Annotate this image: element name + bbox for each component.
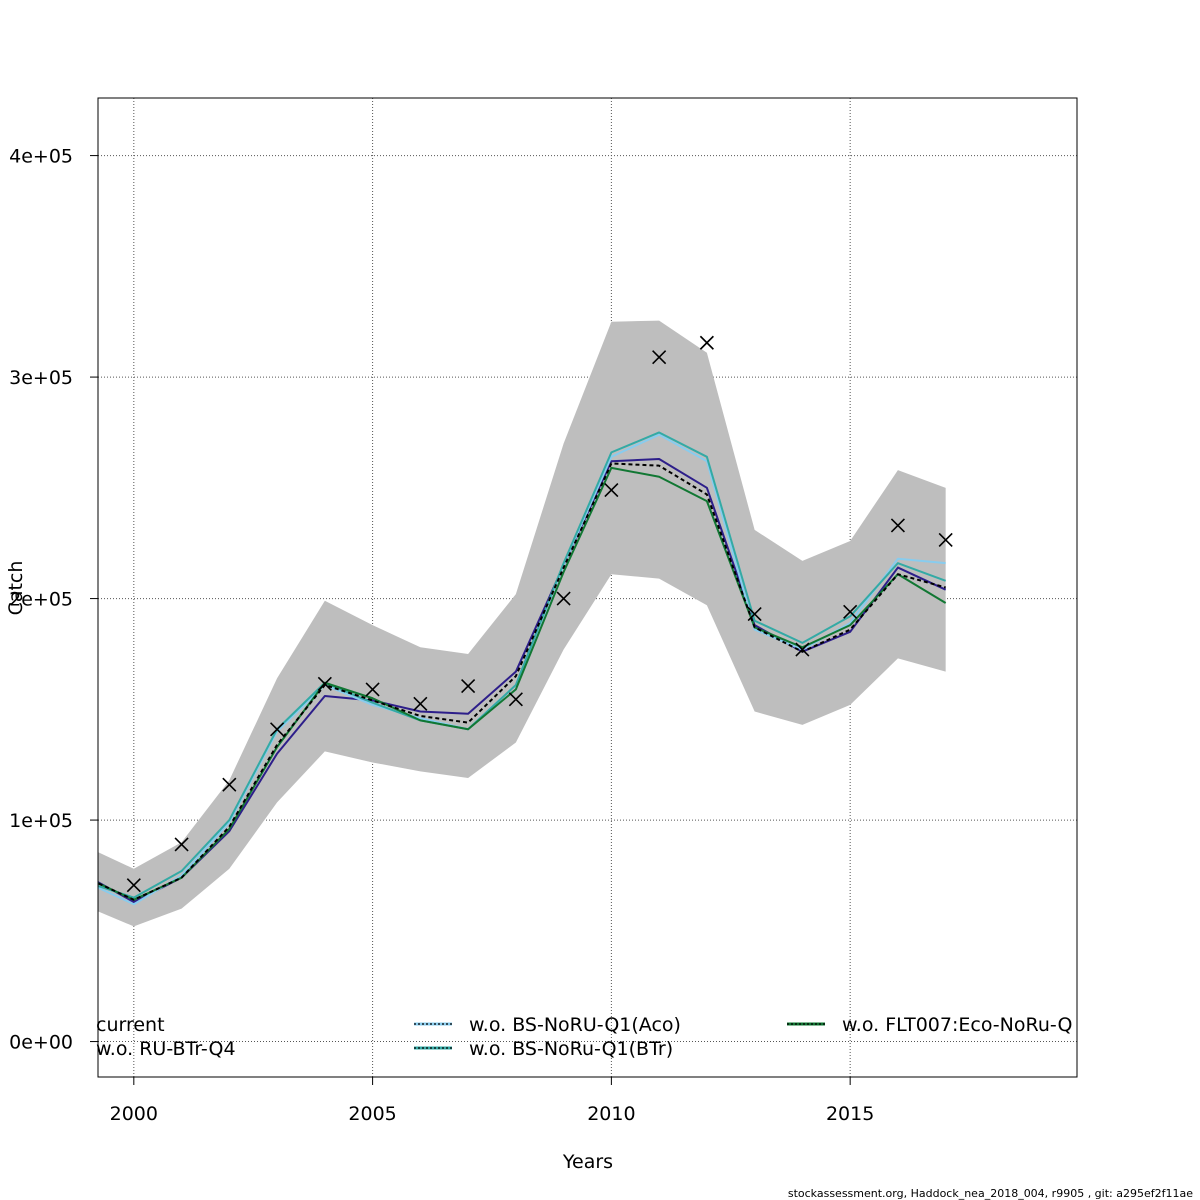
observed-point: [556, 591, 571, 606]
y-tick-label: 0e+00: [9, 1032, 73, 1054]
observed-point: [652, 350, 667, 365]
footer-credit: stockassessment.org, Haddock_nea_2018_00…: [788, 1187, 1193, 1200]
legend-label: w.o. FLT007:Eco-NoRu-Q: [842, 1014, 1072, 1036]
observed-point: [747, 607, 762, 622]
confidence-band: [98, 320, 946, 927]
observed-point: [795, 642, 810, 657]
observed-point: [365, 682, 380, 697]
observed-point: [222, 777, 237, 792]
x-tick-label: 2015: [826, 1103, 874, 1125]
observed-point: [270, 722, 285, 737]
observed-point: [938, 532, 953, 547]
observed-point: [413, 696, 428, 711]
observed-point: [604, 482, 619, 498]
x-tick-label: 2010: [587, 1103, 635, 1125]
series-line: [98, 462, 946, 901]
observed-points: [126, 335, 953, 893]
observed-point: [174, 837, 189, 852]
x-tick-label: 2005: [348, 1103, 396, 1125]
x-axis-label: Years: [562, 1151, 613, 1173]
observed-point: [461, 678, 476, 694]
legend-label: w.o. BS-NoRU-Q1(Aco): [469, 1014, 681, 1036]
y-tick-label: 3e+05: [9, 367, 73, 389]
series-line: [98, 466, 947, 901]
observed-point: [508, 692, 523, 707]
y-axis-label: Catch: [5, 561, 27, 616]
legend-label: w.o. BS-NoRu-Q1(BTr): [469, 1038, 673, 1060]
legend-label: w.o. RU-BTr-Q4: [96, 1038, 236, 1060]
confidence-band-area: [98, 320, 946, 927]
observed-point: [317, 676, 332, 691]
y-tick-label: 1e+05: [9, 810, 73, 832]
legend-label: current: [96, 1014, 165, 1036]
x-axis-ticks: 2000 2005 2010 2015: [110, 1077, 874, 1125]
series-line: [98, 431, 947, 899]
observed-point: [843, 604, 858, 619]
observed-point: [890, 518, 905, 533]
y-tick-label: 4e+05: [9, 146, 73, 168]
observed-point: [699, 335, 714, 350]
observed-point: [126, 878, 141, 893]
y-axis-ticks: 0e+00 1e+05 2e+05 3e+05 4e+05: [9, 146, 98, 1054]
plot-frame: [97, 97, 1078, 1078]
x-tick-label: 2000: [110, 1103, 158, 1125]
y-tick-label: 2e+05: [9, 589, 73, 611]
